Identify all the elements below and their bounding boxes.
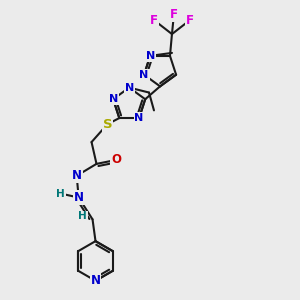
Text: F: F xyxy=(186,14,194,27)
Text: N: N xyxy=(72,169,82,182)
Text: N: N xyxy=(146,51,155,61)
Text: S: S xyxy=(103,118,112,131)
Text: O: O xyxy=(111,153,121,167)
Text: F: F xyxy=(150,14,158,27)
Text: H: H xyxy=(56,189,65,199)
Text: N: N xyxy=(134,113,144,123)
Text: N: N xyxy=(109,94,118,104)
Text: F: F xyxy=(170,8,178,21)
Text: N: N xyxy=(140,70,149,80)
Text: H: H xyxy=(78,212,87,221)
Text: N: N xyxy=(124,82,134,93)
Text: N: N xyxy=(74,191,84,204)
Text: N: N xyxy=(91,274,100,287)
